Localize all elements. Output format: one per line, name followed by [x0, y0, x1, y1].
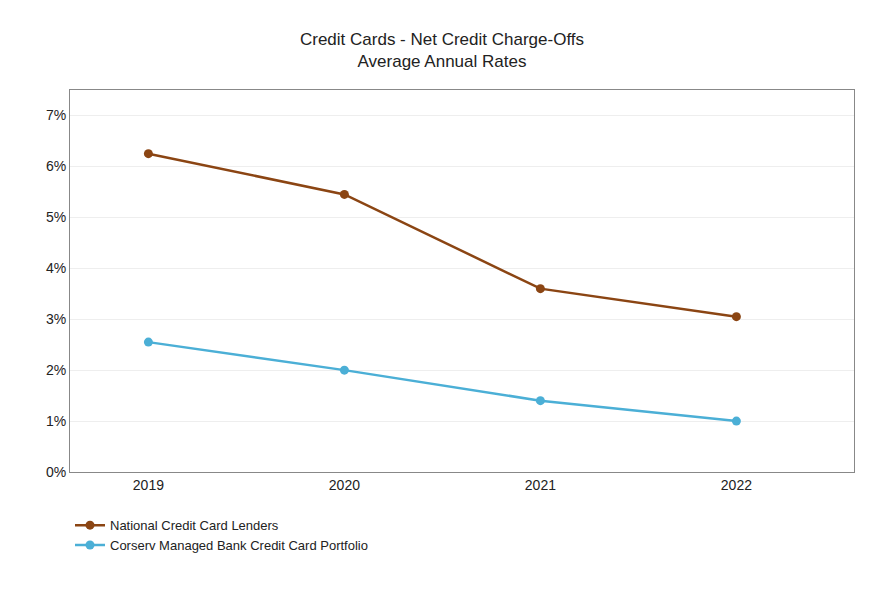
svg-text:4%: 4%: [46, 260, 66, 276]
svg-text:Corserv Managed Bank Credit Ca: Corserv Managed Bank Credit Card Portfol…: [110, 538, 368, 553]
svg-text:3%: 3%: [46, 311, 66, 327]
svg-text:7%: 7%: [46, 107, 66, 123]
svg-text:National Credit Card Lenders: National Credit Card Lenders: [110, 518, 279, 533]
svg-text:6%: 6%: [46, 158, 66, 174]
svg-text:2%: 2%: [46, 362, 66, 378]
svg-text:2019: 2019: [133, 477, 164, 493]
svg-text:5%: 5%: [46, 209, 66, 225]
svg-text:1%: 1%: [46, 413, 66, 429]
svg-text:2020: 2020: [329, 477, 360, 493]
svg-text:2021: 2021: [525, 477, 556, 493]
svg-text:Credit Cards - Net Credit Char: Credit Cards - Net Credit Charge-OffsAve…: [300, 30, 584, 71]
svg-text:2022: 2022: [721, 477, 752, 493]
svg-text:0%: 0%: [46, 464, 66, 480]
